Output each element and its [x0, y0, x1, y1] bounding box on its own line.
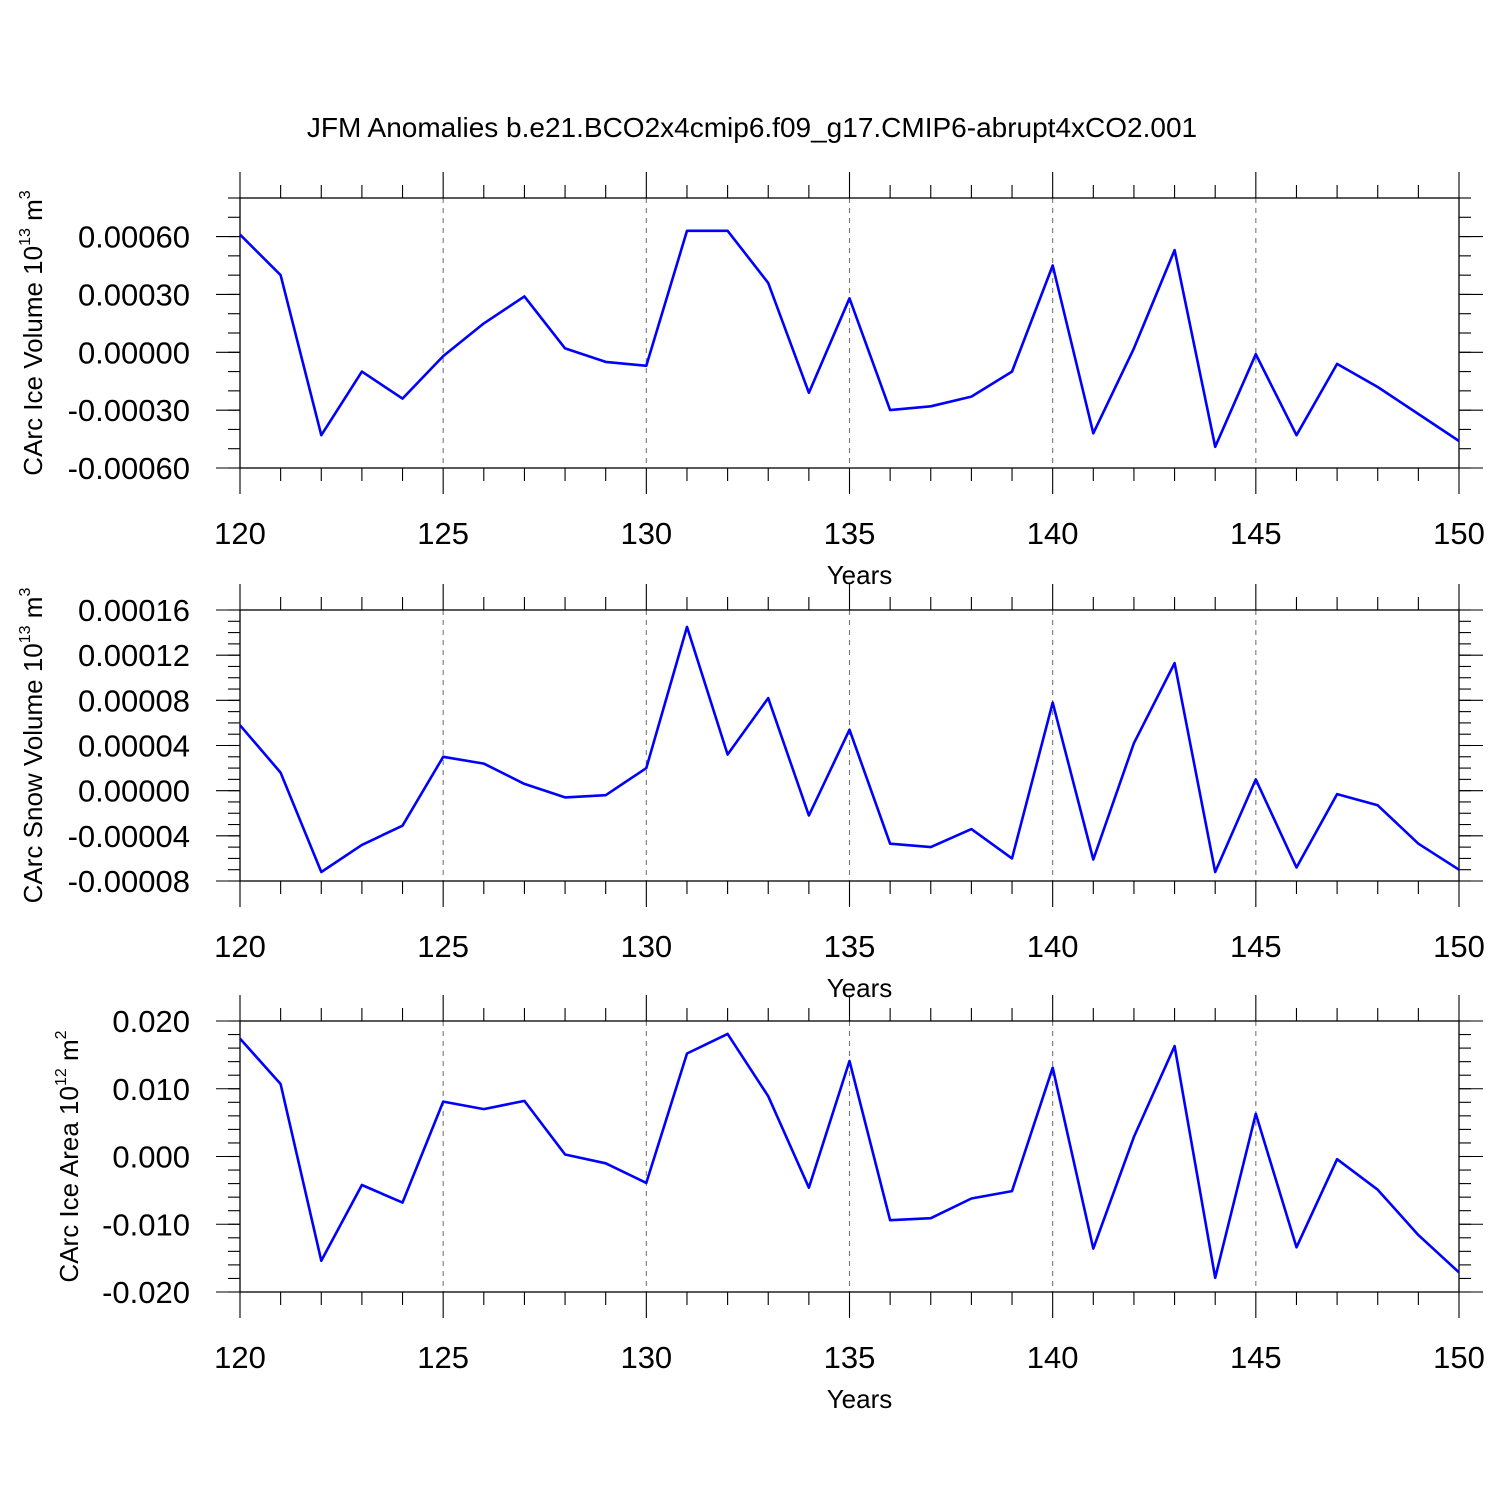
y-tick-label: 0.00000: [78, 774, 190, 809]
x-axis-label: Years: [827, 1384, 893, 1414]
y-axis-label-exponent: 12: [53, 1068, 70, 1086]
series-line: [239, 229, 1460, 449]
y-tick-label: 0.000: [112, 1140, 190, 1175]
x-tick-label: 145: [1230, 929, 1282, 964]
x-tick-label: 135: [824, 1340, 876, 1375]
x-tick-label: 150: [1433, 516, 1485, 551]
x-tick-label: 135: [824, 929, 876, 964]
x-tick-label: 120: [214, 929, 266, 964]
x-tick-label: 145: [1230, 516, 1282, 551]
y-tick-label: 0.010: [112, 1072, 190, 1107]
y-tick-label: -0.00060: [68, 451, 190, 486]
y-tick-label: 0.00000: [78, 335, 190, 370]
plot-frame: [239, 197, 1460, 469]
y-tick-label: 0.00016: [78, 593, 190, 628]
y-axis-label-unit-exponent: 3: [17, 190, 34, 199]
x-tick-label: 120: [214, 516, 266, 551]
y-tick-label: -0.020: [102, 1275, 190, 1310]
y-tick-label: 0.00004: [78, 729, 190, 764]
x-tick-label: 130: [620, 1340, 672, 1375]
x-axis-label: Years: [827, 560, 893, 590]
series-line: [239, 1032, 1460, 1280]
y-axis-label-main: CArc Ice Area 10: [54, 1086, 84, 1283]
x-tick-label: 140: [1027, 1340, 1079, 1375]
y-axis-label-main: CArc Ice Volume 10: [18, 246, 48, 476]
panel-2: -0.00008 -0.00004 0.00000 0.00004 0.00008 0.0…: [17, 584, 1485, 1003]
plot-frame: [239, 1020, 1460, 1293]
panels: -0.00060-0.000300.000000.000300.00060120…: [17, 172, 1485, 1414]
x-tick-label: 125: [417, 1340, 469, 1375]
y-axis-label-unit-exponent: 2: [53, 1030, 70, 1039]
y-axis-label-exponent: 13: [17, 625, 34, 643]
plot-frame: [239, 609, 1460, 882]
x-axis-label: Years: [827, 973, 893, 1003]
x-tick-label: 135: [824, 516, 876, 551]
y-axis-label: CArc Ice Volume 1013 m3: [17, 190, 48, 475]
x-tick-label: 140: [1027, 929, 1079, 964]
y-tick-label: 0.00012: [78, 638, 190, 673]
x-tick-label: 125: [417, 929, 469, 964]
y-axis-label-unit: m: [54, 1039, 84, 1068]
y-tick-label: 0.00008: [78, 683, 190, 718]
series-line: [239, 625, 1460, 874]
x-tick-label: 130: [620, 929, 672, 964]
chart-title: JFM Anomalies b.e21.BCO2x4cmip6.f09_g17.…: [307, 112, 1197, 143]
panel-1: -0.00060 -0.00030 0.00000 0.00030 0.00060 120…: [17, 172, 1485, 590]
x-tick-label: 130: [620, 516, 672, 551]
panel-3: -0.020 -0.010 0.000 0.010 0.020 120 125 130 135 1…: [53, 995, 1485, 1414]
y-axis-label-unit: m: [18, 199, 48, 228]
y-tick-label: -0.00030: [68, 393, 190, 428]
y-axis-label-unit: m: [18, 597, 48, 626]
x-tick-label: 140: [1027, 516, 1079, 551]
y-tick-label: 0.00060: [78, 220, 190, 255]
x-tick-label: 150: [1433, 929, 1485, 964]
y-axis-label-unit-exponent: 3: [17, 588, 34, 597]
y-axis-label-exponent: 13: [17, 228, 34, 246]
y-tick-label: 0.020: [112, 1004, 190, 1039]
y-tick-label: -0.010: [102, 1207, 190, 1242]
y-axis-label: CArc Ice Area 1012 m2: [53, 1030, 84, 1282]
x-tick-label: 120: [214, 1340, 266, 1375]
y-tick-label: -0.00008: [68, 864, 190, 899]
x-tick-label: 150: [1433, 1340, 1485, 1375]
y-axis-label: CArc Snow Volume 1013 m3: [17, 588, 48, 904]
x-tick-label: 125: [417, 516, 469, 551]
x-tick-label: 145: [1230, 1340, 1282, 1375]
y-axis-label-main: CArc Snow Volume 10: [18, 643, 48, 903]
y-tick-label: -0.00004: [68, 819, 190, 854]
y-tick-label: 0.00030: [78, 277, 190, 312]
